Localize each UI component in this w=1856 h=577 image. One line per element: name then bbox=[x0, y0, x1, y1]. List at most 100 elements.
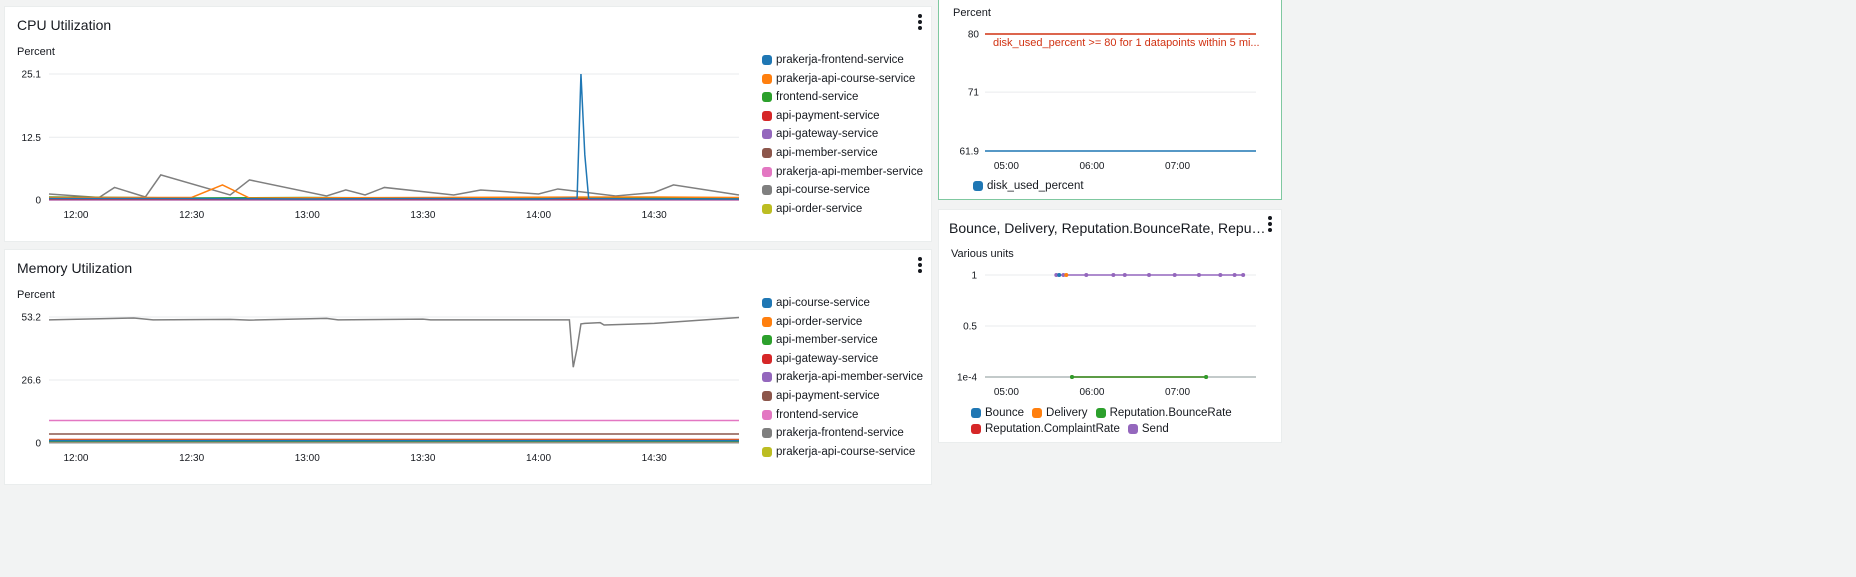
legend-swatch bbox=[1032, 408, 1043, 418]
legend-item[interactable]: prakerja-api-member-service bbox=[762, 163, 923, 182]
x-tick-label: 13:00 bbox=[295, 210, 320, 221]
legend-label: frontend-service bbox=[776, 408, 859, 421]
legend-item[interactable]: api-gateway-service bbox=[762, 125, 923, 144]
legend-item[interactable]: Bounce bbox=[971, 405, 1024, 421]
data-point bbox=[1070, 375, 1075, 379]
legend-label: prakerja-frontend-service bbox=[776, 427, 904, 440]
memory-utilization-widget: Memory Utilization Percent 53.2 26.6 0 12:00… bbox=[4, 249, 932, 485]
x-tick-label: 12:00 bbox=[63, 453, 88, 464]
legend-swatch bbox=[762, 129, 772, 140]
ses-legend: Bounce Delivery Reputation.BounceRate Reput… bbox=[971, 405, 1271, 437]
y-tick-label: 0.5 bbox=[963, 322, 977, 333]
legend-item[interactable]: Reputation.ComplaintRate bbox=[971, 421, 1120, 437]
legend-item[interactable]: api-order-service bbox=[762, 313, 923, 332]
legend-label: prakerja-api-course-service bbox=[776, 72, 916, 85]
legend-swatch bbox=[762, 92, 772, 103]
legend-swatch bbox=[762, 335, 772, 346]
data-point bbox=[1084, 273, 1089, 277]
legend-swatch bbox=[762, 390, 772, 401]
threshold-label: disk_used_percent >= 80 for 1 datapoints… bbox=[993, 37, 1260, 49]
legend-label: api-gateway-service bbox=[776, 128, 879, 141]
x-tick-label: 13:30 bbox=[410, 453, 435, 464]
legend-swatch bbox=[1095, 408, 1106, 418]
cpu-legend: prakerja-frontend-service prakerja-api-co… bbox=[762, 51, 923, 218]
legend-item[interactable]: api-course-service bbox=[762, 294, 923, 313]
kebab-menu-icon[interactable] bbox=[916, 14, 924, 30]
data-point bbox=[1218, 273, 1223, 277]
legend-item[interactable]: api-payment-service bbox=[762, 107, 923, 126]
y-tick-label: 12.5 bbox=[22, 133, 42, 144]
legend-label: api-gateway-service bbox=[776, 352, 879, 365]
legend-item[interactable]: Delivery bbox=[1032, 405, 1088, 421]
x-tick-label: 12:30 bbox=[179, 210, 204, 221]
legend-item[interactable]: api-payment-service bbox=[762, 387, 923, 406]
legend-label: disk_used_percent bbox=[987, 180, 1084, 192]
legend-label: api-payment-service bbox=[776, 109, 880, 122]
y-tick-label: 25.1 bbox=[22, 70, 42, 81]
kebab-menu-icon[interactable] bbox=[1266, 216, 1274, 232]
legend-swatch bbox=[762, 166, 772, 177]
legend-item[interactable]: prakerja-api-course-service bbox=[762, 443, 923, 462]
cpu-chart: Percent 25.1 12.5 0 12:00 12:30 13:00 13:30 14:0… bbox=[17, 46, 740, 221]
legend-swatch bbox=[762, 298, 772, 308]
legend-item[interactable]: api-member-service bbox=[762, 144, 923, 163]
legend-label: api-order-service bbox=[776, 315, 863, 328]
disk-legend: disk_used_percent bbox=[973, 178, 1092, 194]
disk-used-widget: Percent 80 71 61.9 05:00 06:00 07:00 disk_used_… bbox=[938, 0, 1282, 200]
x-tick-label: 12:30 bbox=[179, 453, 204, 464]
ses-metrics-widget: Bounce, Delivery, Reputation.BounceRate,… bbox=[938, 209, 1282, 443]
memory-chart: Percent 53.2 26.6 0 12:00 12:30 13:00 13:30 14:0… bbox=[17, 289, 740, 464]
data-point bbox=[1147, 273, 1152, 277]
legend-item[interactable]: Send bbox=[1127, 421, 1169, 437]
legend-swatch bbox=[762, 372, 772, 383]
legend-swatch bbox=[762, 185, 772, 196]
legend-label: prakerja-frontend-service bbox=[776, 54, 904, 66]
legend-item[interactable]: prakerja-frontend-service bbox=[762, 424, 923, 443]
legend-swatch bbox=[762, 428, 772, 439]
legend-swatch bbox=[762, 409, 772, 420]
x-tick-label: 14:30 bbox=[642, 453, 667, 464]
ses-chart: Various units 1 0.5 1e-4 05:00 06:00 07:00 bbox=[951, 248, 1256, 398]
x-tick-label: 14:30 bbox=[642, 210, 667, 221]
disk-chart: Percent 80 71 61.9 05:00 06:00 07:00 disk_used_… bbox=[953, 7, 1260, 172]
legend-item[interactable]: prakerja-api-course-service bbox=[762, 70, 923, 89]
y-unit-label: Percent bbox=[17, 46, 55, 58]
data-point bbox=[1057, 273, 1062, 277]
data-point bbox=[1122, 273, 1127, 277]
legend-item[interactable]: api-course-service bbox=[762, 181, 923, 200]
y-unit-label: Percent bbox=[953, 7, 991, 19]
x-tick-label: 05:00 bbox=[994, 387, 1019, 398]
legend-item[interactable]: api-gateway-service bbox=[762, 350, 923, 369]
x-tick-label: 07:00 bbox=[1165, 161, 1190, 172]
legend-item[interactable]: frontend-service bbox=[762, 88, 923, 107]
legend-item[interactable]: prakerja-frontend-service bbox=[762, 51, 923, 70]
y-tick-label: 61.9 bbox=[960, 147, 980, 158]
y-unit-label: Percent bbox=[17, 289, 55, 301]
x-tick-label: 12:00 bbox=[63, 210, 88, 221]
data-point bbox=[1204, 375, 1209, 379]
kebab-menu-icon[interactable] bbox=[916, 257, 924, 273]
legend-item[interactable]: Reputation.BounceRate bbox=[1095, 405, 1232, 421]
data-point bbox=[1196, 273, 1201, 277]
y-tick-label: 1e-4 bbox=[957, 373, 977, 384]
legend-label: Bounce bbox=[985, 407, 1025, 419]
legend-item[interactable]: disk_used_percent bbox=[973, 178, 1084, 194]
legend-swatch bbox=[973, 181, 983, 191]
legend-swatch bbox=[1127, 424, 1138, 434]
data-point bbox=[1241, 273, 1246, 277]
data-point bbox=[1064, 273, 1069, 277]
legend-item[interactable]: api-order-service bbox=[762, 200, 923, 219]
x-tick-label: 06:00 bbox=[1079, 161, 1104, 172]
legend-swatch bbox=[762, 446, 772, 457]
legend-item[interactable]: frontend-service bbox=[762, 406, 923, 425]
y-tick-label: 80 bbox=[968, 30, 980, 41]
y-tick-label: 53.2 bbox=[22, 313, 42, 324]
legend-item[interactable]: api-member-service bbox=[762, 331, 923, 350]
y-tick-label: 0 bbox=[35, 439, 41, 450]
legend-swatch bbox=[762, 147, 772, 158]
legend-label: api-course-service bbox=[776, 184, 870, 197]
cpu-utilization-widget: CPU Utilization Percent 25.1 12.5 0 12:00 12:… bbox=[4, 6, 932, 242]
legend-swatch bbox=[762, 316, 772, 327]
legend-item[interactable]: prakerja-api-member-service bbox=[762, 368, 923, 387]
y-tick-label: 1 bbox=[971, 271, 977, 282]
